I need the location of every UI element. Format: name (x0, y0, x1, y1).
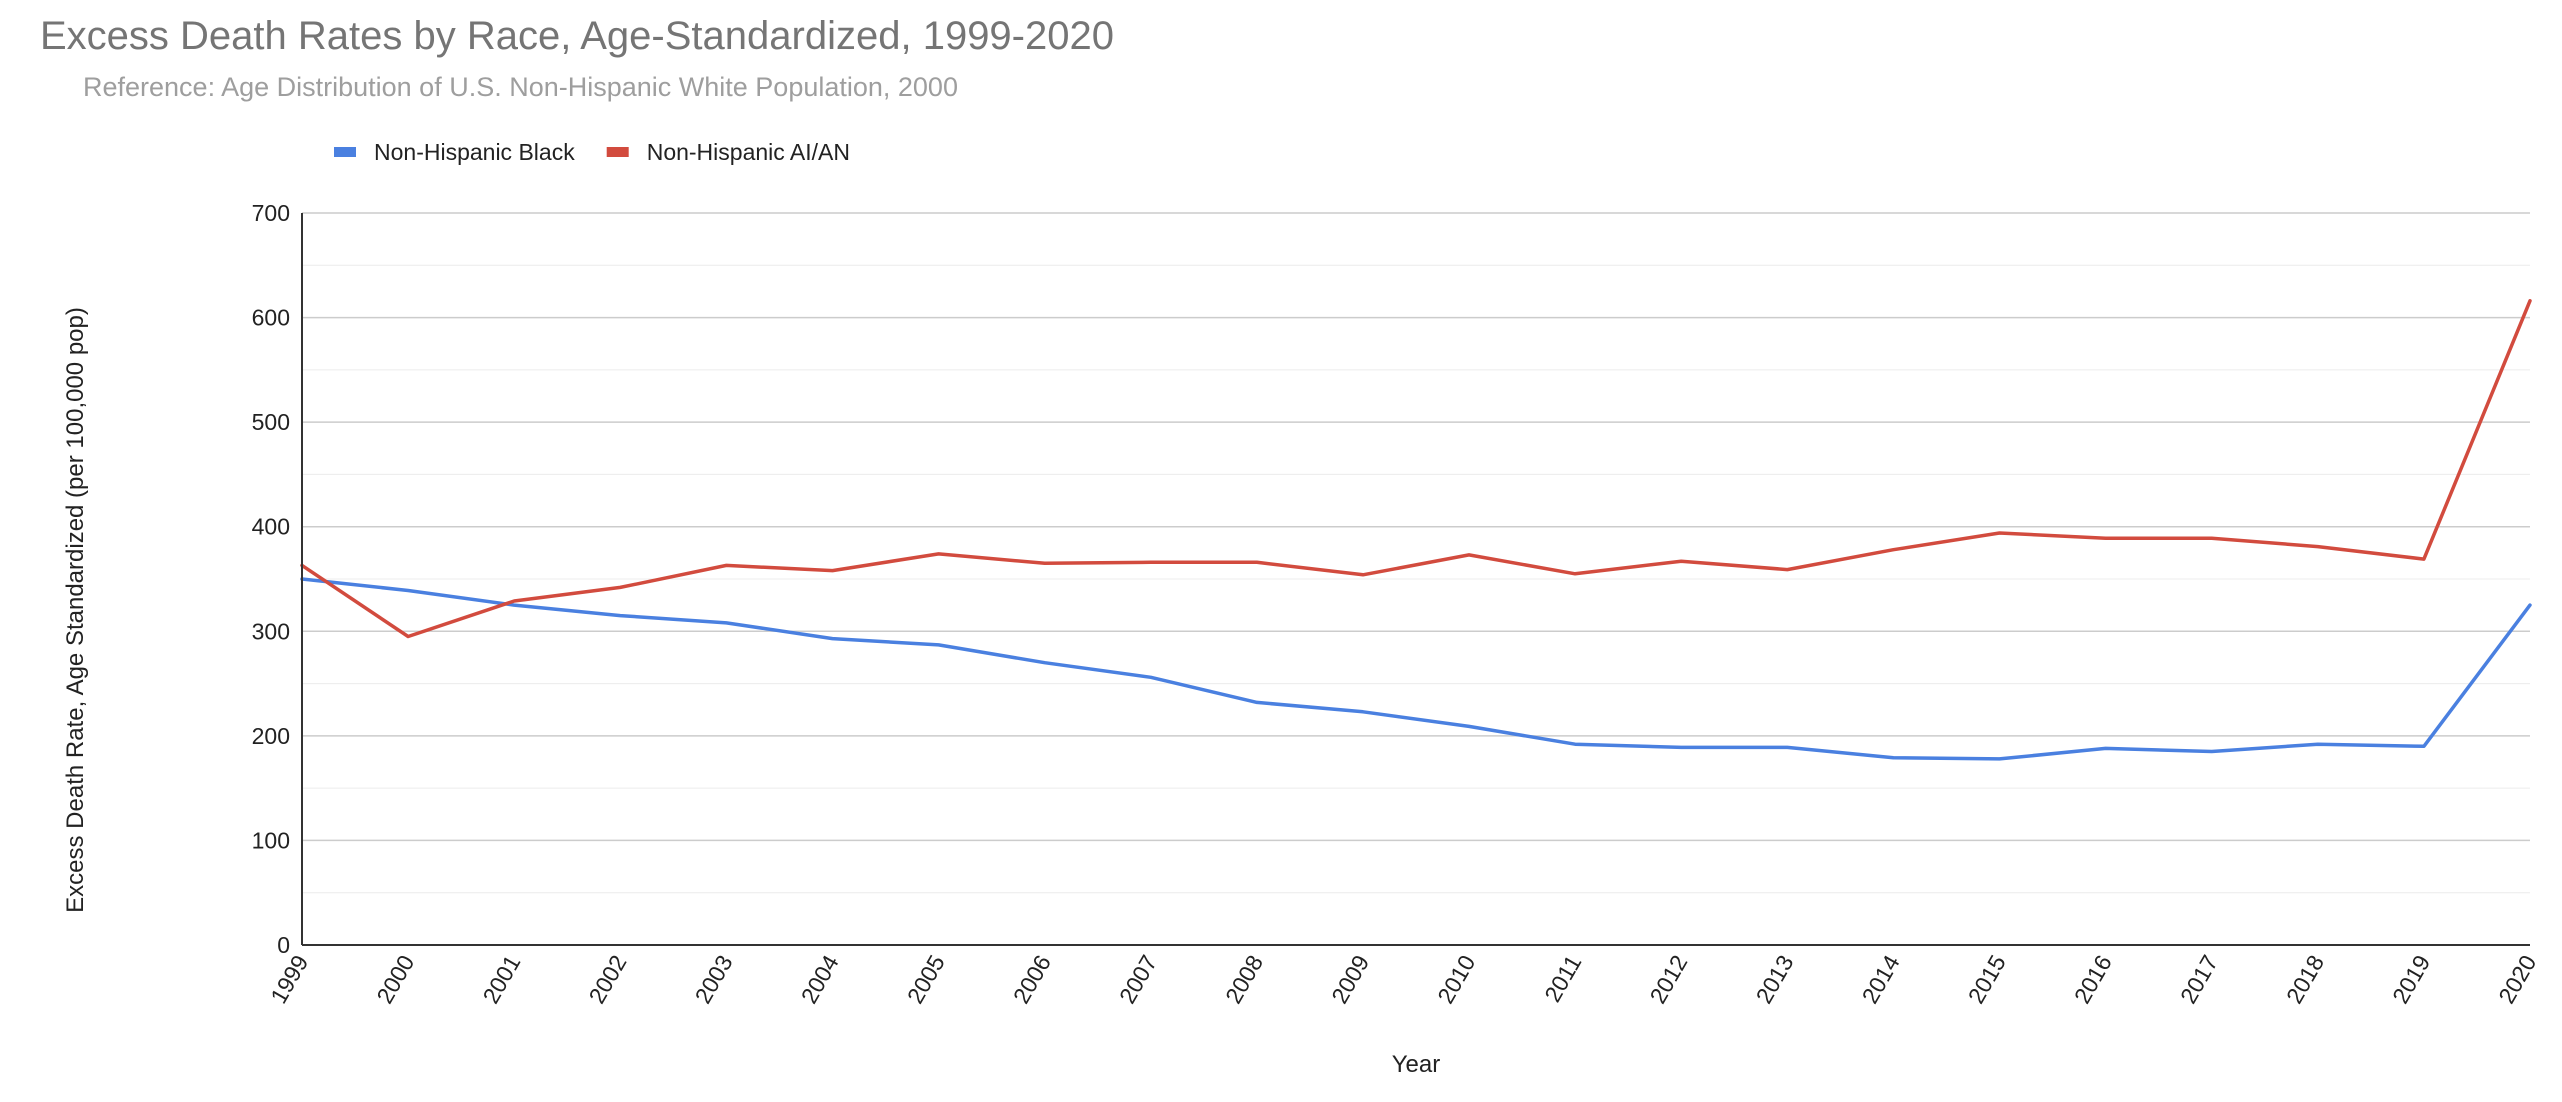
y-tick-label: 300 (252, 618, 290, 644)
legend-label-1: Non-Hispanic AI/AN (647, 139, 850, 165)
x-tick-label: 2012 (1644, 951, 1692, 1008)
y-tick-label: 600 (252, 305, 290, 331)
y-tick-label: 0 (277, 932, 290, 958)
legend: Non-Hispanic Black Non-Hispanic AI/AN (334, 139, 850, 165)
y-tick-label: 200 (252, 723, 290, 749)
series-line-0 (300, 577, 2532, 761)
y-axis-ticks: 0 100 200 300 400 500 600 700 (252, 200, 290, 958)
y-tick-label: 700 (252, 200, 290, 226)
x-tick-label: 2017 (2175, 951, 2223, 1008)
x-tick-label: 2016 (2069, 951, 2117, 1008)
legend-label-0: Non-Hispanic Black (374, 139, 575, 165)
x-tick-label: 2007 (1114, 951, 1162, 1008)
x-tick-label: 2010 (1432, 951, 1480, 1008)
x-axis-ticks: 1999 2000 2001 2002 2003 2004 2005 2006 2007 2008… (265, 950, 2541, 1007)
x-tick-label: 2020 (2493, 951, 2541, 1008)
x-tick-label: 2002 (583, 951, 631, 1008)
x-axis-label: Year (1392, 1051, 1441, 1078)
x-tick-label: 2018 (2281, 951, 2329, 1008)
x-tick-label: 2000 (371, 951, 419, 1008)
series-line-1 (300, 299, 2532, 639)
x-tick-label: 2005 (902, 951, 950, 1008)
x-tick-label: 2008 (1220, 951, 1268, 1008)
x-tick-label: 2006 (1008, 951, 1056, 1008)
series-lines (300, 299, 2532, 761)
x-tick-label: 2011 (1539, 951, 1586, 1007)
x-tick-label: 2003 (690, 951, 738, 1008)
y-axis-label: Excess Death Rate, Age Standardized (per… (62, 307, 89, 913)
chart-title: Excess Death Rates by Race, Age-Standard… (40, 14, 1114, 58)
x-tick-label: 2015 (1963, 951, 2011, 1008)
chart-subtitle: Reference: Age Distribution of U.S. Non-… (83, 72, 958, 102)
x-tick-label: 1999 (265, 951, 313, 1008)
y-tick-label: 500 (252, 409, 290, 435)
x-tick-label: 2019 (2387, 951, 2435, 1008)
y-tick-label: 100 (252, 827, 290, 853)
gridlines (302, 212, 2530, 894)
x-tick-label: 2001 (477, 951, 525, 1008)
legend-swatch-1 (606, 147, 629, 157)
legend-swatch-0 (334, 147, 356, 157)
x-tick-label: 2004 (796, 950, 844, 1007)
y-tick-label: 400 (252, 514, 290, 540)
x-tick-label: 2013 (1751, 951, 1799, 1008)
x-tick-label: 2009 (1326, 951, 1374, 1008)
x-tick-label: 2014 (1857, 950, 1905, 1007)
